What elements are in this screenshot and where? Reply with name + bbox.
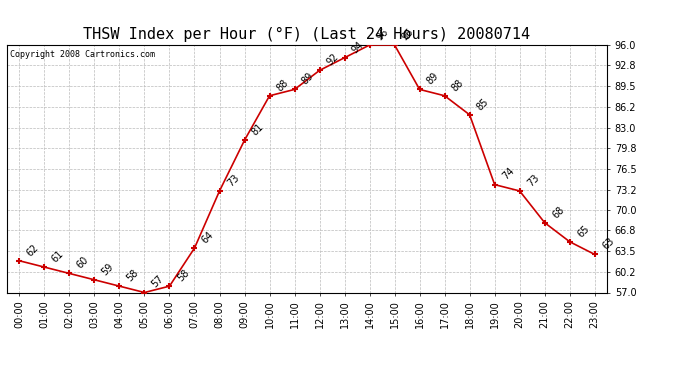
Text: 96: 96 — [400, 27, 416, 42]
Text: 63: 63 — [600, 236, 616, 252]
Text: Copyright 2008 Cartronics.com: Copyright 2008 Cartronics.com — [10, 50, 155, 59]
Text: 81: 81 — [250, 122, 266, 137]
Text: 62: 62 — [25, 242, 41, 258]
Text: 73: 73 — [525, 172, 541, 188]
Text: 68: 68 — [550, 204, 566, 220]
Title: THSW Index per Hour (°F) (Last 24 Hours) 20080714: THSW Index per Hour (°F) (Last 24 Hours)… — [83, 27, 531, 42]
Text: 61: 61 — [50, 249, 66, 264]
Text: 74: 74 — [500, 166, 516, 182]
Text: 88: 88 — [450, 77, 466, 93]
Text: 59: 59 — [100, 261, 116, 277]
Text: 73: 73 — [225, 172, 241, 188]
Text: 88: 88 — [275, 77, 290, 93]
Text: 58: 58 — [175, 267, 191, 284]
Text: 85: 85 — [475, 96, 491, 112]
Text: 57: 57 — [150, 274, 166, 290]
Text: 60: 60 — [75, 255, 90, 271]
Text: 58: 58 — [125, 267, 141, 284]
Text: 89: 89 — [300, 71, 316, 87]
Text: 89: 89 — [425, 71, 441, 87]
Text: 64: 64 — [200, 230, 216, 245]
Text: 65: 65 — [575, 223, 591, 239]
Text: 92: 92 — [325, 52, 341, 68]
Text: 94: 94 — [350, 39, 366, 55]
Text: 96: 96 — [375, 27, 391, 42]
